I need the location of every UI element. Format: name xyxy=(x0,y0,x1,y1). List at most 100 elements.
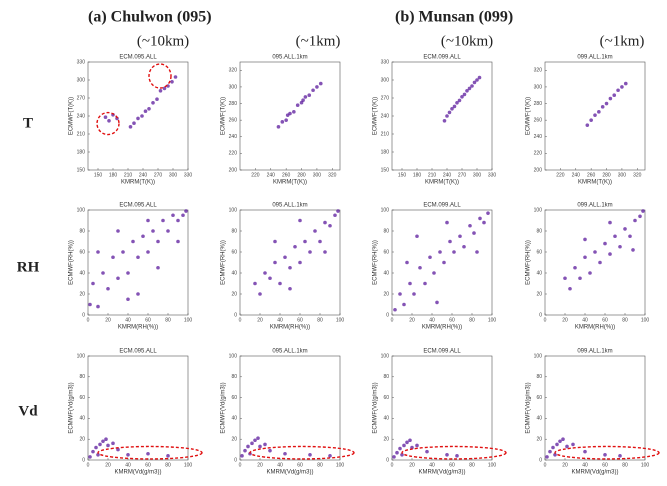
x-tick-label: 0 xyxy=(239,317,242,323)
panel-title: ECM.099.ALL xyxy=(423,349,461,355)
point xyxy=(298,260,302,265)
y-tick-label: 80 xyxy=(231,228,237,234)
point xyxy=(293,244,297,249)
y-tick-label: 80 xyxy=(231,374,237,380)
x-tick-label: 240 xyxy=(139,172,148,178)
y-tick-label: 60 xyxy=(383,249,389,255)
point xyxy=(333,213,337,218)
point xyxy=(435,300,439,305)
x-tick-label: 60 xyxy=(145,317,151,323)
y-tick-label: 200 xyxy=(534,167,543,173)
point xyxy=(106,286,110,291)
x-axis-label: KMRM(RH(%)) xyxy=(118,325,158,331)
point xyxy=(151,229,155,233)
point xyxy=(328,454,332,458)
y-tick-label: 0 xyxy=(386,312,389,318)
y-tick-label: 200 xyxy=(229,167,238,173)
point xyxy=(278,281,282,286)
point xyxy=(472,80,477,85)
plot-frame xyxy=(239,209,341,316)
x-axis-label: KMRM(T(K)) xyxy=(273,180,307,186)
y-tick-label: 270 xyxy=(381,95,390,101)
point xyxy=(146,218,150,223)
point xyxy=(298,218,302,223)
plot-frame xyxy=(544,209,646,316)
row-label: T xyxy=(23,115,33,131)
y-tick-label: 210 xyxy=(77,131,86,137)
point xyxy=(288,286,292,291)
point xyxy=(116,276,120,281)
point xyxy=(452,104,457,109)
y-tick-label: 320 xyxy=(534,68,543,74)
x-tick-label: 100 xyxy=(184,462,193,468)
point xyxy=(604,101,609,106)
point xyxy=(445,453,449,457)
x-tick-label: 300 xyxy=(473,172,482,178)
point xyxy=(410,445,414,450)
highlight xyxy=(554,445,660,460)
point xyxy=(273,239,277,244)
y-tick-label: 40 xyxy=(383,416,389,422)
panel-title: ECM.095.ALL xyxy=(119,203,157,209)
point xyxy=(173,75,178,79)
point xyxy=(116,447,120,452)
panel-title: 095.ALL.1km xyxy=(272,55,307,61)
y-tick-label: 20 xyxy=(536,291,542,297)
point xyxy=(307,93,312,98)
point xyxy=(283,451,287,456)
point xyxy=(402,443,406,448)
x-tick-label: 280 xyxy=(297,172,306,178)
plot-frame xyxy=(544,61,646,171)
y-axis-label: ECMWF(T(K)) xyxy=(526,97,532,135)
point xyxy=(623,81,628,86)
scale-label: (~1km) xyxy=(296,33,341,49)
point xyxy=(91,281,95,286)
point xyxy=(181,213,185,218)
x-tick-label: 210 xyxy=(428,172,437,178)
x-tick-label: 40 xyxy=(429,462,435,468)
point xyxy=(405,440,409,445)
row-label: RH xyxy=(17,259,40,275)
x-axis-label: KMRM(RH(%)) xyxy=(575,325,615,331)
point xyxy=(96,250,100,254)
x-tick-label: 0 xyxy=(391,317,394,323)
x-tick-label: 300 xyxy=(618,172,627,178)
x-axis-label: KMRM(T(K)) xyxy=(121,180,155,186)
point xyxy=(96,304,100,309)
x-tick-label: 20 xyxy=(562,462,568,468)
point xyxy=(151,101,155,105)
x-tick-label: 240 xyxy=(267,172,276,178)
y-tick-label: 0 xyxy=(386,457,389,463)
x-tick-label: 60 xyxy=(145,462,151,468)
point xyxy=(398,292,402,296)
point xyxy=(603,453,607,457)
x-tick-label: 180 xyxy=(109,172,118,178)
x-tick-label: 40 xyxy=(582,462,588,468)
y-tick-label: 80 xyxy=(536,374,542,380)
x-tick-label: 20 xyxy=(562,317,568,323)
x-tick-label: 330 xyxy=(184,172,193,178)
y-tick-label: 100 xyxy=(229,353,238,359)
y-tick-label: 60 xyxy=(231,249,237,255)
point xyxy=(400,453,404,457)
point xyxy=(243,448,247,453)
x-tick-label: 300 xyxy=(169,172,178,178)
highlight xyxy=(96,111,120,136)
y-axis-label: ECMWF(Vd(g/m3)) xyxy=(69,382,75,433)
y-tick-label: 180 xyxy=(77,149,86,155)
y-tick-label: 240 xyxy=(77,113,86,119)
x-tick-label: 60 xyxy=(297,317,303,323)
point xyxy=(455,101,459,105)
point xyxy=(425,449,429,454)
plot-frame xyxy=(239,61,341,171)
panel-title: 099.ALL.1km xyxy=(577,349,612,355)
x-tick-label: 100 xyxy=(336,462,345,468)
y-tick-label: 40 xyxy=(536,270,542,276)
point xyxy=(106,443,110,448)
y-tick-label: 100 xyxy=(534,207,543,213)
highlight xyxy=(97,445,203,460)
column-header: (a) Chulwon (095) xyxy=(88,9,212,26)
point xyxy=(301,98,305,103)
point xyxy=(132,121,136,125)
panel-title: 099.ALL.1km xyxy=(577,55,612,61)
